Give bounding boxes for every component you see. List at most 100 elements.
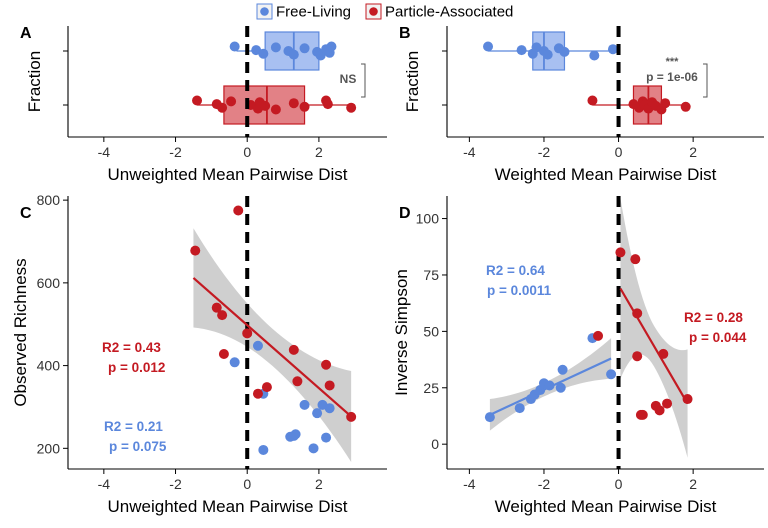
panel-d-point xyxy=(637,409,648,420)
panel-c-confidence-band xyxy=(193,228,352,462)
panel-c-point xyxy=(258,444,269,455)
panel-a-x-tick-label: -2 xyxy=(169,144,182,160)
panel-d-point xyxy=(514,403,525,414)
panel-b-point xyxy=(516,45,527,56)
panel-d-stat-r2: R2 = 0.28 xyxy=(684,310,743,325)
panel-c-point xyxy=(321,432,332,443)
panel-d-x-tick-label: 2 xyxy=(689,476,697,492)
panel-c-y-tick-label: 600 xyxy=(37,275,61,291)
panel-c-point xyxy=(218,349,229,360)
panel-c-stat-p: p = 0.075 xyxy=(109,439,167,454)
panel-c-y-axis-label: Observed Richness xyxy=(11,258,30,406)
panel-c-x-tick-label: 2 xyxy=(315,476,323,492)
panel-c-x-axis-label: Unweighted Mean Pairwise Dist xyxy=(108,497,348,516)
panel-b-point xyxy=(559,46,570,57)
panel-c-point xyxy=(321,359,332,370)
panel-c-point xyxy=(324,380,335,391)
panel-c: -4 -2 0 2 Unweighted Mean Pairwise Dist Obser… xyxy=(11,192,387,516)
panel-c-point xyxy=(324,403,335,414)
panel-b-box-particle-associated xyxy=(587,85,691,125)
panel-a-point xyxy=(258,48,269,59)
panel-a-significance-bracket xyxy=(361,63,366,98)
panel-c-stat-p: p = 0.012 xyxy=(108,360,165,375)
panel-d-point xyxy=(557,364,568,375)
panel-d: -4 -2 0 2 Weighted Mean Pairwise Dist Inverse… xyxy=(392,196,764,516)
panel-a-point xyxy=(229,41,240,52)
panel-b-point xyxy=(587,95,598,106)
panel-c-x-tick-label: -2 xyxy=(169,476,182,492)
panel-d-stat-p: p = 0.044 xyxy=(689,330,747,345)
panel-d-point xyxy=(615,247,626,258)
panel-a: -4 -2 0 2 Unweighted Mean Pairwise Dist Fract… xyxy=(25,26,387,184)
panel-d-confidence-band xyxy=(620,198,688,458)
legend-label-particle-associated: Particle-Associated xyxy=(385,4,513,21)
panel-d-y-tick-label: 75 xyxy=(423,267,439,283)
panel-c-point xyxy=(261,382,272,393)
panel-d-y-tick-label: 50 xyxy=(423,323,439,339)
panel-d-point xyxy=(682,394,693,405)
panel-letter-a: A xyxy=(20,25,32,42)
panel-a-significance-text: NS xyxy=(340,72,357,86)
panel-d-point xyxy=(555,382,566,393)
panel-c-point xyxy=(211,302,222,313)
panel-a-point xyxy=(217,102,228,113)
panel-a-point xyxy=(322,99,333,110)
panel-a-point xyxy=(288,98,299,109)
panel-c-point xyxy=(312,408,323,419)
panel-d-x-tick-label: -2 xyxy=(538,476,551,492)
panel-c-stat-r2: R2 = 0.21 xyxy=(104,419,163,434)
panel-b-point xyxy=(483,41,494,52)
panel-c-point xyxy=(217,310,228,321)
panel-b-y-axis-label: Fraction xyxy=(403,51,422,112)
panel-b-point xyxy=(589,50,600,61)
panel-b-significance-text: p = 1e-06 xyxy=(646,70,698,84)
legend-label-free-living: Free-Living xyxy=(276,4,351,21)
panel-a-x-axis-label: Unweighted Mean Pairwise Dist xyxy=(108,165,348,184)
legend-key-free-living xyxy=(260,7,269,16)
panel-c-point xyxy=(299,399,310,410)
panel-d-stat-r2: R2 = 0.64 xyxy=(486,263,545,278)
panel-c-point xyxy=(242,328,253,339)
panel-b-box-free-living xyxy=(483,31,618,71)
panel-c-fit-line xyxy=(192,277,352,418)
panel-d-fit-line xyxy=(619,287,689,405)
panel-d-series-free-living xyxy=(484,333,617,423)
panel-d-y-tick-label: 100 xyxy=(416,211,440,227)
panel-c-point xyxy=(308,443,319,454)
panel-d-x-axis-label: Weighted Mean Pairwise Dist xyxy=(495,497,717,516)
panel-d-fit-line xyxy=(489,357,612,416)
panel-letter-c: C xyxy=(20,205,32,222)
panel-c-point xyxy=(233,205,244,216)
panel-c-series-particle-associated xyxy=(190,205,357,422)
panel-a-x-tick-label: -4 xyxy=(98,144,111,160)
panel-a-point xyxy=(326,41,337,52)
panel-c-stat-r2: R2 = 0.43 xyxy=(102,340,161,355)
panel-b-point xyxy=(607,44,618,55)
panel-a-point xyxy=(346,102,357,113)
panel-c-y-tick-label: 400 xyxy=(37,358,61,374)
panel-a-box-particle-associated xyxy=(192,85,357,125)
panel-c-y-tick-label: 800 xyxy=(37,192,61,208)
panel-c-point xyxy=(252,388,263,399)
panel-a-point xyxy=(299,101,310,112)
panel-d-y-tick-label: 0 xyxy=(431,436,439,452)
panel-c-point xyxy=(292,376,303,387)
panel-c-y-tick-label: 200 xyxy=(37,440,61,456)
panel-b-point xyxy=(680,101,691,112)
panel-b: -4 -2 0 2 Weighted Mean Pairwise Dist Fractio… xyxy=(403,26,764,184)
panel-d-y-tick-label: 25 xyxy=(423,380,439,396)
panel-a-y-axis-label: Fraction xyxy=(25,51,44,112)
panel-d-point xyxy=(632,351,643,362)
panel-d-point xyxy=(662,398,673,409)
panel-c-point xyxy=(252,340,263,351)
panel-a-x-tick-label: 2 xyxy=(315,144,323,160)
panel-a-point xyxy=(299,43,310,54)
panel-d-point xyxy=(593,330,604,341)
panel-b-x-tick-label: 0 xyxy=(615,144,623,160)
panel-b-point xyxy=(531,42,542,53)
panel-a-x-tick-label: 0 xyxy=(243,144,251,160)
panel-a-point xyxy=(270,104,281,115)
panel-letter-b: B xyxy=(399,25,411,42)
panel-b-x-tick-label: 2 xyxy=(689,144,697,160)
